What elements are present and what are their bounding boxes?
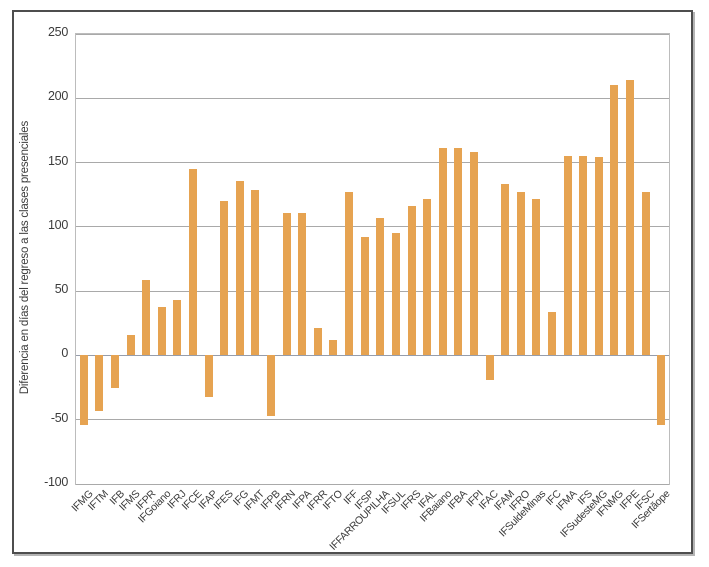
- y-tick-label--100: -100: [44, 475, 68, 489]
- bar-IFMA: [563, 156, 572, 356]
- bar-IFSuldeMinas: [532, 198, 541, 356]
- bar-IFRN: [282, 212, 291, 356]
- bar-IFBA: [454, 148, 463, 356]
- bar-IFTO: [329, 340, 338, 356]
- y-tick-label-200: 200: [48, 89, 68, 104]
- gridline-200: [76, 97, 669, 99]
- y-tick-label-50: 50: [54, 282, 69, 297]
- gridline--100: [76, 483, 669, 485]
- bar-IFAL: [423, 198, 432, 356]
- bar-IFC: [547, 311, 556, 356]
- gridline-0: [76, 354, 669, 356]
- bar-IFG: [235, 180, 244, 356]
- gridline--50: [76, 419, 669, 421]
- gridline-150: [76, 162, 669, 164]
- bar-IFTM: [95, 355, 104, 411]
- y-tick-label-150: 150: [48, 153, 68, 168]
- bar-IFPI: [469, 152, 478, 356]
- bar-IFSC: [641, 192, 650, 356]
- bar-IFBaiano: [438, 148, 447, 356]
- bar-IFMT: [251, 189, 260, 356]
- gridline-50: [76, 290, 669, 292]
- bar-IFAM: [501, 184, 510, 356]
- gridline-250: [76, 33, 669, 35]
- bar-IFS: [579, 156, 588, 356]
- bar-IFPR: [142, 279, 151, 356]
- bar-IFRO: [516, 192, 525, 356]
- bar-IFAC: [485, 355, 494, 380]
- gridline-100: [76, 226, 669, 228]
- bar-IFCE: [189, 169, 198, 356]
- y-tick-label--50: -50: [50, 410, 68, 425]
- bar-IFES: [220, 201, 229, 356]
- bar-IFGoiano: [157, 306, 166, 356]
- plot-area: [75, 33, 670, 485]
- bar-IFAP: [204, 355, 213, 397]
- bar-IFMG: [79, 355, 88, 425]
- bar-IFRR: [313, 328, 322, 356]
- bar-IFSudesteMG: [594, 157, 603, 356]
- y-tick-label-0: 0: [61, 346, 68, 361]
- bar-IFPB: [267, 355, 276, 416]
- bar-IFNMG: [610, 85, 619, 356]
- bar-IFSP: [360, 237, 369, 356]
- bar-IFMS: [126, 334, 135, 356]
- bar-IFPE: [625, 80, 634, 356]
- bar-IFRJ: [173, 300, 182, 356]
- y-tick-label-250: 250: [48, 25, 68, 39]
- bar-IFFARROUPILHA: [376, 217, 385, 356]
- bar-IFSertãope: [657, 355, 666, 425]
- bar-IFPA: [298, 212, 307, 356]
- y-tick-label-100: 100: [48, 217, 68, 232]
- bar-IFB: [111, 355, 119, 388]
- bar-IFRS: [407, 206, 416, 356]
- bar-IFF: [345, 192, 354, 356]
- bar-IFSUL: [391, 233, 400, 356]
